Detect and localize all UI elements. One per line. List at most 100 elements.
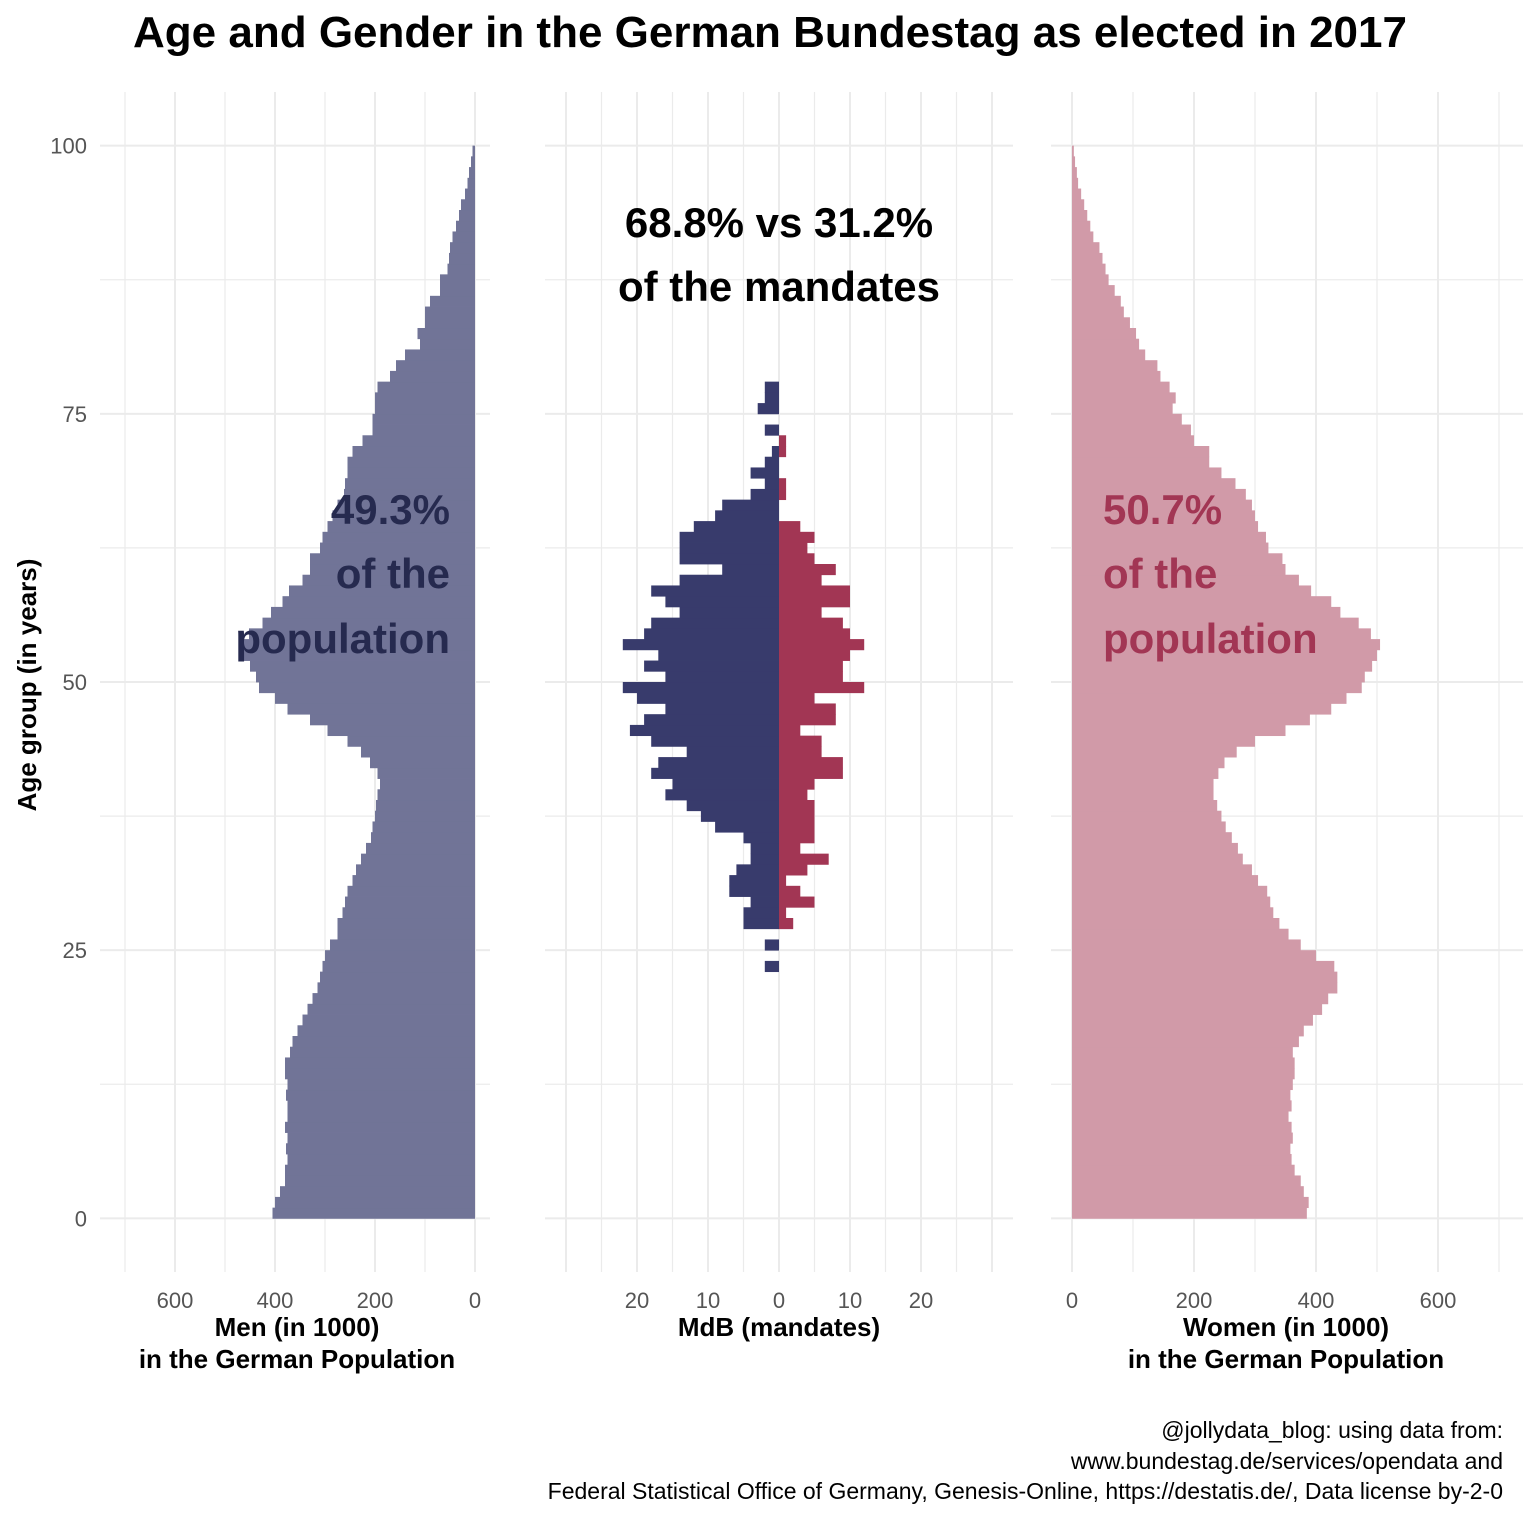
bar-women-population — [1072, 1154, 1292, 1166]
bar-men-population — [302, 1014, 475, 1026]
bar-men-mandates — [750, 488, 779, 501]
annotation-women-population: 50.7% of the population — [1103, 486, 1318, 662]
x-axis-label-mandates: MdB (mandates) — [678, 1312, 880, 1342]
bar-men-mandates — [658, 757, 779, 769]
panel-mandates: 20 10 0 10 20 MdB (mandates) 68.8% vs 31.2% … — [545, 92, 1013, 1342]
bar-men-mandates — [771, 446, 779, 458]
bar-women-population — [1072, 306, 1124, 318]
bar-men-population — [262, 617, 475, 629]
bar-women-population — [1072, 446, 1210, 458]
bar-women-population — [1072, 703, 1332, 715]
bar-men-population — [286, 1143, 475, 1155]
bar-women-mandates — [779, 531, 815, 543]
bar-men-population — [275, 692, 475, 704]
bar-men-population — [366, 842, 475, 855]
bar-men-population — [307, 1003, 475, 1015]
bar-men-population — [342, 907, 475, 919]
bar-men-population — [380, 778, 475, 790]
bar-women-mandates — [779, 789, 808, 801]
y-ticks: 0 25 50 75 100 — [50, 134, 87, 1232]
bar-women-population — [1072, 467, 1222, 479]
bar-women-population — [1072, 403, 1173, 415]
bar-men-population — [377, 767, 475, 779]
bar-men-population — [344, 488, 475, 501]
bar-women-population — [1072, 1207, 1307, 1219]
bar-women-mandates — [779, 746, 822, 758]
bar-men-population — [447, 263, 475, 275]
bar-men-mandates — [686, 800, 779, 812]
bar-men-population — [352, 875, 475, 887]
bar-men-mandates — [750, 896, 779, 908]
bar-women-mandates — [779, 606, 822, 619]
bar-women-population — [1072, 1164, 1295, 1176]
bar-women-mandates — [779, 521, 801, 533]
bar-women-population — [1072, 478, 1236, 490]
bar-men-population — [285, 1164, 475, 1176]
bar-women-population — [1072, 885, 1268, 897]
bar-men-population — [347, 467, 475, 479]
bar-women-population — [1072, 370, 1161, 383]
bar-men-mandates — [715, 821, 779, 833]
bar-women-mandates — [779, 542, 808, 554]
bar-women-population — [1072, 456, 1210, 468]
bar-men-population — [297, 1025, 475, 1037]
bar-men-mandates — [764, 939, 779, 951]
bar-men-mandates — [700, 810, 779, 822]
bar-men-population — [449, 252, 475, 265]
bar-men-mandates — [693, 521, 779, 533]
bar-men-mandates — [722, 499, 779, 511]
bar-women-population — [1072, 767, 1219, 779]
bar-men-mandates — [665, 596, 779, 608]
x-ticks-women: 0 200 400 600 — [1066, 1288, 1456, 1313]
bar-men-mandates — [665, 671, 779, 683]
bar-women-population — [1072, 531, 1266, 543]
bar-men-mandates — [764, 381, 779, 393]
bar-men-population — [280, 1186, 475, 1198]
bar-women-population — [1072, 757, 1225, 769]
bar-women-population — [1072, 842, 1238, 855]
bar-men-population — [287, 1078, 475, 1091]
bar-women-mandates — [779, 671, 843, 683]
bar-women-population — [1072, 392, 1176, 404]
bar-men-population — [347, 885, 475, 897]
grid-mandates — [545, 92, 1013, 1272]
bar-women-mandates — [779, 478, 787, 490]
bar-men-population — [310, 714, 475, 726]
bar-men-population — [452, 231, 475, 243]
bar-men-population — [345, 478, 475, 490]
annotation-mandates-line2: of the mandates — [618, 263, 940, 310]
chart-title: Age and Gender in the German Bundestag a… — [133, 8, 1407, 57]
bar-women-population — [1072, 724, 1286, 737]
bar-women-population — [1072, 1186, 1304, 1198]
bar-men-population — [320, 971, 475, 983]
bar-women-population — [1072, 1132, 1293, 1144]
annotation-men-line3: population — [235, 615, 450, 662]
bar-women-population — [1072, 746, 1237, 758]
bar-men-mandates — [729, 875, 779, 887]
panel-women-population: 0 200 400 600 Women (in 1000) in the German… — [1051, 92, 1523, 1374]
annotation-women-line2: of the — [1103, 550, 1217, 597]
bar-women-mandates — [779, 628, 850, 640]
caption-line3: Federal Statistical Office of Germany, G… — [548, 1478, 1503, 1504]
x-tick-label: 20 — [625, 1288, 649, 1313]
bar-women-population — [1072, 585, 1312, 597]
bar-men-population — [472, 145, 475, 157]
x-axis-label-women-line2: in the German Population — [1128, 1344, 1444, 1374]
bar-men-mandates — [637, 692, 779, 704]
annotation-mandates: 68.8% vs 31.2% of the mandates — [618, 199, 940, 310]
bar-women-mandates — [779, 682, 865, 694]
bar-women-population — [1072, 1196, 1309, 1209]
bar-women-population — [1072, 1057, 1295, 1069]
bar-women-population — [1072, 1025, 1304, 1037]
bar-women-population — [1072, 220, 1091, 232]
bar-women-population — [1072, 971, 1338, 983]
bar-men-population — [325, 950, 475, 962]
bar-men-population — [375, 403, 475, 415]
bar-women-population — [1072, 553, 1283, 565]
bar-men-population — [290, 1046, 475, 1058]
bar-men-population — [356, 864, 475, 876]
bar-women-population — [1072, 1003, 1323, 1015]
bar-women-population — [1072, 424, 1191, 436]
bar-men-population — [405, 349, 475, 361]
bar-men-population — [287, 1100, 475, 1112]
